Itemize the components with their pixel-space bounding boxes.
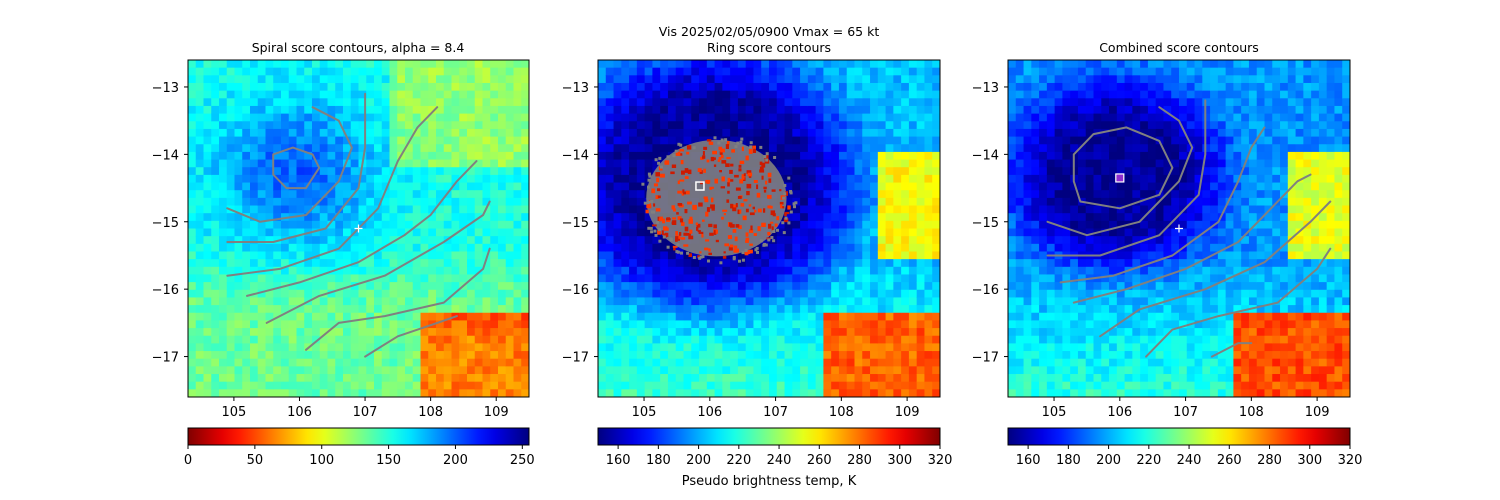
panel2-colorbar-tick-label: 280 (847, 453, 872, 468)
panel2-xtick-label: 107 (763, 405, 788, 420)
panel3-contour-7 (1145, 247, 1332, 358)
panel2-ytick-label: −17 (562, 351, 589, 366)
panel1-ytick-label: −15 (152, 216, 179, 231)
panel3-xtick-label: 105 (1042, 405, 1067, 420)
panel1-frame (187, 59, 530, 398)
panel3-colorbar-tick-label: 240 (1177, 453, 1202, 468)
panel3-title: Combined score contours (1099, 40, 1259, 55)
panel2-ytick-label: −16 (562, 283, 589, 298)
panel1-colorbar-tick-label: 50 (247, 453, 264, 468)
panel3-contour-3 (1046, 99, 1207, 257)
panel2-colorbar-tick-label: 260 (807, 453, 832, 468)
panel1-center-marker (354, 224, 363, 233)
panel3-contour-8 (1210, 342, 1253, 358)
panel1-colorbar-tick-label: 250 (510, 453, 535, 468)
panel2-ytick-label: −14 (562, 148, 589, 163)
panel3-colorbar (1007, 427, 1351, 446)
panel2-colorbar-tick-label: 160 (606, 453, 631, 468)
panel1-ytick-label: −16 (152, 283, 179, 298)
panel3-xtick-label: 108 (1239, 405, 1264, 420)
panel3-colorbar-tick-label: 180 (1056, 453, 1081, 468)
panel1-contour-8 (364, 315, 458, 358)
panel3-colorbar-tick-label: 300 (1297, 453, 1322, 468)
panel1-contours (226, 92, 491, 358)
panel2-xtick-label: 106 (697, 405, 722, 420)
panel2-ytick-label: −13 (562, 81, 589, 96)
panel3-ytick-label: −17 (972, 351, 999, 366)
panel1-title: Spiral score contours, alpha = 8.4 (252, 40, 465, 55)
panel1-colorbar (187, 427, 530, 446)
panel1-colorbar-tick-label: 100 (309, 453, 334, 468)
panel2-colorbar (597, 427, 941, 446)
panel1-ytick-label: −17 (152, 351, 179, 366)
panel1-contour-7 (305, 247, 491, 351)
panel3-contour-2 (1046, 106, 1194, 237)
panel1-contour-4 (226, 106, 439, 277)
panel2-image (598, 60, 940, 397)
panel3-colorbar-tick-label: 200 (1096, 453, 1121, 468)
panel1-ytick-label: −14 (152, 148, 179, 163)
panel3-contour-1 (1072, 126, 1174, 210)
panel2-colorbar-tick-label: 220 (726, 453, 751, 468)
panel3-contour-4 (1059, 126, 1266, 284)
panel3-colorbar-tick-label: 260 (1217, 453, 1242, 468)
panel1-xtick-label: 107 (353, 405, 378, 420)
panel2-xtick-label: 105 (632, 405, 657, 420)
panel3-ytick-label: −16 (972, 283, 999, 298)
panel3-colorbar-tick-label: 280 (1257, 453, 1282, 468)
panel1-ytick-label: −13 (152, 81, 179, 96)
panel3-colorbar-tick-label: 320 (1338, 453, 1363, 468)
panel1-xtick-label: 108 (418, 405, 443, 420)
panel2-colorbar-tick-label: 180 (646, 453, 671, 468)
panel1-contour-2 (226, 106, 353, 223)
panel3-ytick-label: −15 (972, 216, 999, 231)
panel2-colorbar-tick-label: 320 (928, 453, 953, 468)
panel1-xtick-label: 106 (287, 405, 312, 420)
panel2-ytick-label: −15 (562, 216, 589, 231)
panel1-xtick-label: 105 (221, 405, 246, 420)
panel1-contour-3 (226, 92, 367, 243)
panel2-frame (597, 59, 941, 398)
panel2-xtick-label: 109 (895, 405, 920, 420)
panel1-colorbar-tick-label: 200 (443, 453, 468, 468)
figure-suptitle: Vis 2025/02/05/0900 Vmax = 65 kt (659, 24, 880, 39)
panel1-colorbar-tick-label: 0 (184, 453, 192, 468)
panel3-colorbar-tick-label: 160 (1016, 453, 1041, 468)
panel3-xtick-label: 107 (1173, 405, 1198, 420)
panel2-center-marker (695, 181, 705, 191)
panel2-colorbar-tick-label: 200 (686, 453, 711, 468)
panel3-combined-marker (1115, 173, 1125, 183)
panel2-xtick-label: 108 (829, 405, 854, 420)
panel1-contour-1 (272, 146, 321, 190)
panel3-frame (1007, 59, 1351, 398)
panel2-ring-region (641, 136, 798, 265)
panel1-xtick-label: 109 (484, 405, 509, 420)
panel3-xtick-label: 109 (1305, 405, 1330, 420)
panel3-colorbar-tick-label: 220 (1136, 453, 1161, 468)
panel3-image (1008, 60, 1350, 397)
panel2-title: Ring score contours (707, 40, 831, 55)
panel3-xtick-label: 106 (1107, 405, 1132, 420)
panel2-colorbar-tick-label: 240 (767, 453, 792, 468)
panel3-contours (1046, 99, 1332, 358)
panel3-contour-6 (1099, 200, 1332, 338)
panel1-colorbar-tick-label: 150 (376, 453, 401, 468)
panel2-colorbar-tick-label: 300 (887, 453, 912, 468)
panel3-contour-5 (1072, 173, 1312, 304)
panel3-center-marker (1175, 224, 1183, 233)
panel3-ytick-label: −13 (972, 81, 999, 96)
panel3-ytick-label: −14 (972, 148, 999, 163)
panel1-contour-6 (265, 200, 491, 324)
panel1-contour-5 (246, 160, 478, 297)
colorbar-label: Pseudo brightness temp, K (682, 474, 857, 489)
panel1-image (188, 60, 529, 397)
